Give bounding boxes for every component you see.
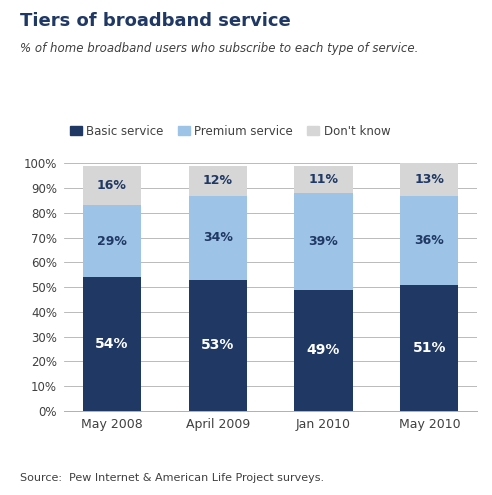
Bar (188, 280, 247, 411)
Bar (83, 205, 141, 277)
Text: 36%: 36% (414, 234, 444, 247)
Text: 49%: 49% (307, 343, 340, 357)
Text: 29%: 29% (97, 235, 127, 248)
Text: 13%: 13% (414, 173, 444, 186)
Text: 53%: 53% (201, 338, 234, 352)
Bar (83, 277, 141, 411)
Text: 39%: 39% (308, 235, 338, 248)
Bar (294, 193, 353, 290)
Text: 54%: 54% (95, 337, 128, 351)
Bar (294, 166, 353, 193)
Text: 34%: 34% (203, 231, 233, 244)
Text: 51%: 51% (413, 341, 446, 355)
Text: 16%: 16% (97, 179, 127, 192)
Text: % of home broadband users who subscribe to each type of service.: % of home broadband users who subscribe … (20, 42, 418, 55)
Legend: Basic service, Premium service, Don't know: Basic service, Premium service, Don't kn… (70, 125, 391, 138)
Bar (400, 163, 459, 196)
Text: Source:  Pew Internet & American Life Project surveys.: Source: Pew Internet & American Life Pro… (20, 473, 324, 483)
Bar (188, 196, 247, 280)
Bar (83, 166, 141, 205)
Text: 12%: 12% (203, 174, 233, 187)
Bar (188, 166, 247, 196)
Text: 11%: 11% (308, 173, 338, 186)
Text: Tiers of broadband service: Tiers of broadband service (20, 12, 290, 30)
Bar (400, 285, 459, 411)
Bar (294, 290, 353, 411)
Bar (400, 196, 459, 285)
